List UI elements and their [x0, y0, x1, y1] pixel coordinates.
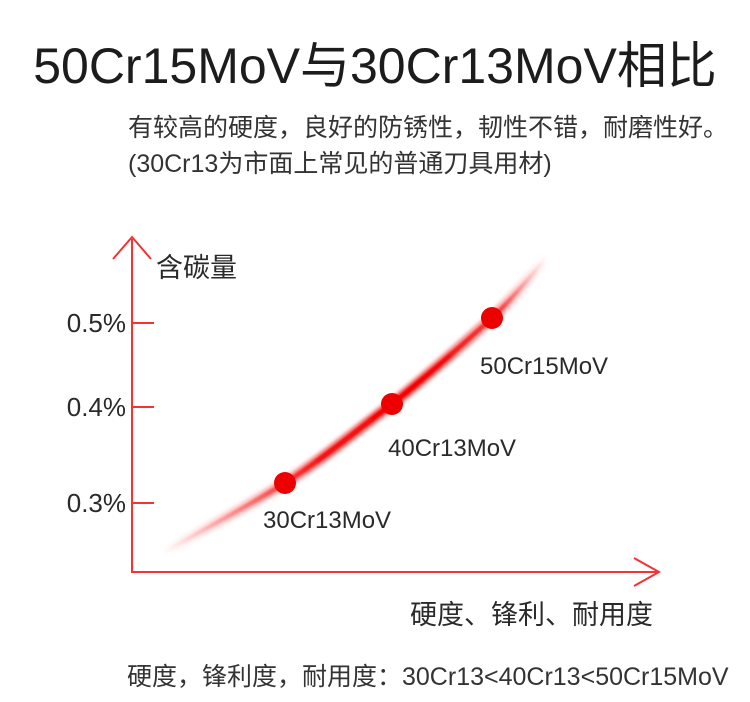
subtitle-line-2: (30Cr13为市面上常见的普通刀具用材) — [128, 150, 552, 178]
subtitle-line-1: 有较高的硬度，良好的防锈性，韧性不错，耐磨性好。 — [128, 114, 729, 142]
x-axis-title: 硬度、锋利、耐用度 — [410, 600, 653, 630]
data-point-50Cr15MoV — [481, 307, 503, 329]
y-tick-label-0.5: 0.5% — [66, 308, 126, 338]
x-axis-arrowhead-icon — [633, 557, 662, 587]
subtitle: 有较高的硬度，良好的防锈性，韧性不错，耐磨性好。 (30Cr13为市面上常见的普… — [128, 110, 728, 182]
y-axis-title: 含碳量 — [156, 253, 237, 283]
point-label-50Cr15MoV: 50Cr15MoV — [480, 353, 609, 380]
page-title: 50Cr15MoV与30Cr13MoV相比 — [33, 38, 717, 94]
point-label-30Cr13MoV: 30Cr13MoV — [263, 507, 392, 534]
point-label-40Cr13MoV: 40Cr13MoV — [388, 435, 517, 462]
y-tick-label-0.3: 0.3% — [66, 488, 126, 518]
data-point-40Cr13MoV — [381, 393, 403, 415]
y-tick-label-0.4: 0.4% — [66, 392, 126, 422]
y-axis-arrowhead-icon — [112, 235, 152, 260]
bottom-caption: 硬度，锋利度，耐用度：30Cr13<40Cr13<50Cr15MoV — [127, 663, 729, 691]
data-point-30Cr13MoV — [274, 472, 296, 494]
